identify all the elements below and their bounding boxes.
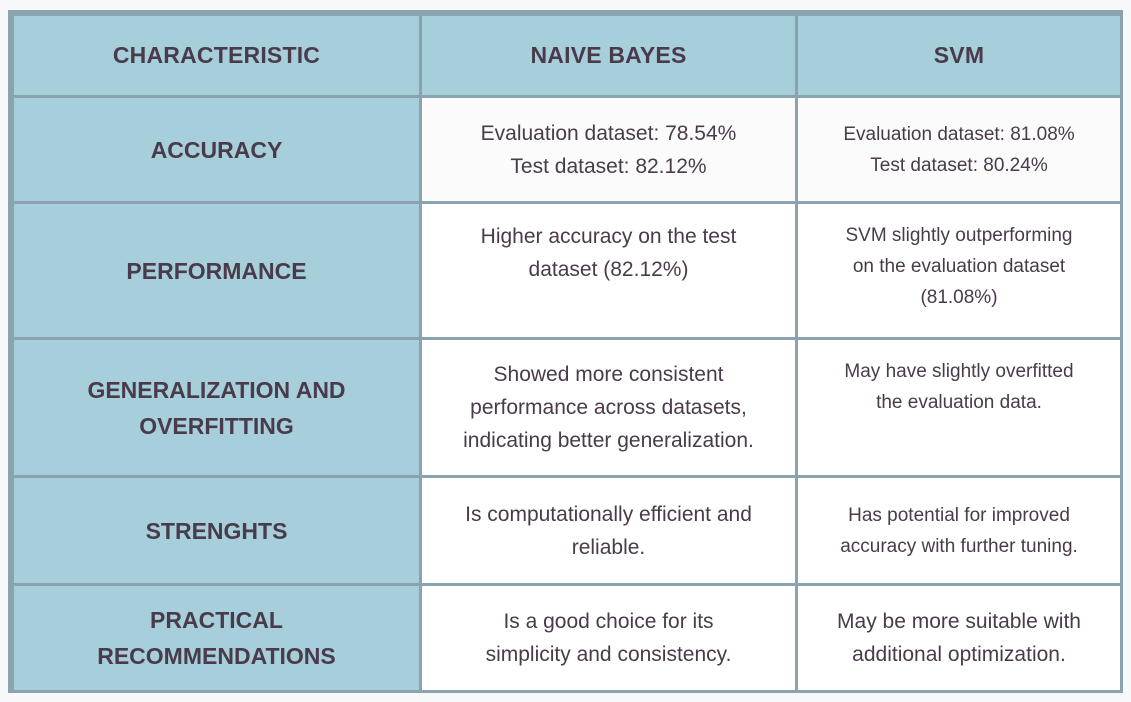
cell-line: additional optimization.	[852, 643, 1066, 666]
cell-line: simplicity and consistency.	[485, 643, 732, 666]
table-row-accuracy: ACCURACY Evaluation dataset: 78.54% Test…	[11, 95, 1123, 204]
cell-line: May have slightly overfitted	[844, 361, 1074, 382]
row-label-performance: PERFORMANCE	[11, 201, 422, 340]
row-label-accuracy: ACCURACY	[11, 95, 422, 204]
cell-line: on the evaluation dataset	[852, 256, 1066, 277]
naive-bayes-recommendations-cell: Is a good choice for its simplicity and …	[419, 583, 798, 693]
row-label-line: OVERFITTING	[139, 412, 294, 439]
cell-line: Is computationally efficient and	[465, 502, 752, 526]
cell-line: accuracy with further tuning.	[840, 535, 1078, 557]
cell-line: Evaluation dataset: 81.08%	[843, 123, 1075, 145]
row-label-line: GENERALIZATION AND	[87, 376, 346, 403]
row-label-line: ACCURACY	[150, 136, 283, 163]
cell-line: performance across datasets,	[470, 396, 747, 419]
header-row: CHARACTERISTIC NAIVE BAYES SVM	[11, 13, 1123, 98]
svm-generalization-cell: May have slightly overfitted the evaluat…	[795, 337, 1123, 478]
naive-bayes-accuracy-cell: Evaluation dataset: 78.54% Test dataset:…	[419, 95, 798, 204]
svm-performance-cell: SVM slightly outperforming on the evalua…	[795, 201, 1123, 340]
table-row-performance: PERFORMANCE Higher accuracy on the test …	[11, 201, 1123, 340]
cell-line: (81.08%)	[920, 287, 998, 308]
cell-line: reliable.	[571, 535, 646, 559]
cell-line: SVM slightly outperforming	[845, 225, 1073, 246]
row-label-generalization: GENERALIZATION AND OVERFITTING	[11, 337, 422, 478]
naive-bayes-strengths-cell: Is computationally efficient and reliabl…	[419, 475, 798, 586]
cell-line: indicating better generalization.	[463, 429, 754, 452]
header-characteristic: CHARACTERISTIC	[11, 13, 422, 98]
table-row-strengths: STRENGHTS Is computationally efficient a…	[11, 475, 1123, 586]
naive-bayes-performance-cell: Higher accuracy on the test dataset (82.…	[419, 201, 798, 340]
table-row-generalization: GENERALIZATION AND OVERFITTING Showed mo…	[11, 337, 1123, 478]
header-naive-bayes: NAIVE BAYES	[419, 13, 798, 98]
cell-line: Test dataset: 82.12%	[510, 154, 707, 178]
comparison-table-container: CHARACTERISTIC NAIVE BAYES SVM ACCURACY …	[8, 10, 1123, 693]
cell-line: Has potential for improved	[848, 504, 1070, 526]
svm-strengths-cell: Has potential for improved accuracy with…	[795, 475, 1123, 586]
row-label-line: PERFORMANCE	[126, 257, 307, 284]
cell-line: May be more suitable with	[837, 610, 1081, 633]
naive-bayes-generalization-cell: Showed more consistent performance acros…	[419, 337, 798, 478]
cell-line: dataset (82.12%)	[528, 258, 689, 281]
cell-line: the evaluation data.	[876, 392, 1042, 413]
cell-line: Test dataset: 80.24%	[870, 154, 1048, 176]
cell-line: Showed more consistent	[493, 363, 724, 386]
cell-line: Evaluation dataset: 78.54%	[480, 121, 737, 145]
row-label-line: RECOMMENDATIONS	[97, 643, 336, 669]
row-label-strengths: STRENGHTS	[11, 475, 422, 586]
svm-recommendations-cell: May be more suitable with additional opt…	[795, 583, 1123, 693]
cell-line: Is a good choice for its	[503, 610, 714, 633]
table-row-recommendations: PRACTICAL RECOMMENDATIONS Is a good choi…	[11, 583, 1123, 693]
header-svm: SVM	[795, 13, 1123, 98]
row-label-line: PRACTICAL	[150, 607, 283, 633]
comparison-table: CHARACTERISTIC NAIVE BAYES SVM ACCURACY …	[11, 13, 1123, 693]
svm-accuracy-cell: Evaluation dataset: 81.08% Test dataset:…	[795, 95, 1123, 204]
cell-line: Higher accuracy on the test	[480, 225, 737, 248]
row-label-line: STRENGHTS	[145, 517, 288, 544]
row-label-recommendations: PRACTICAL RECOMMENDATIONS	[11, 583, 422, 693]
